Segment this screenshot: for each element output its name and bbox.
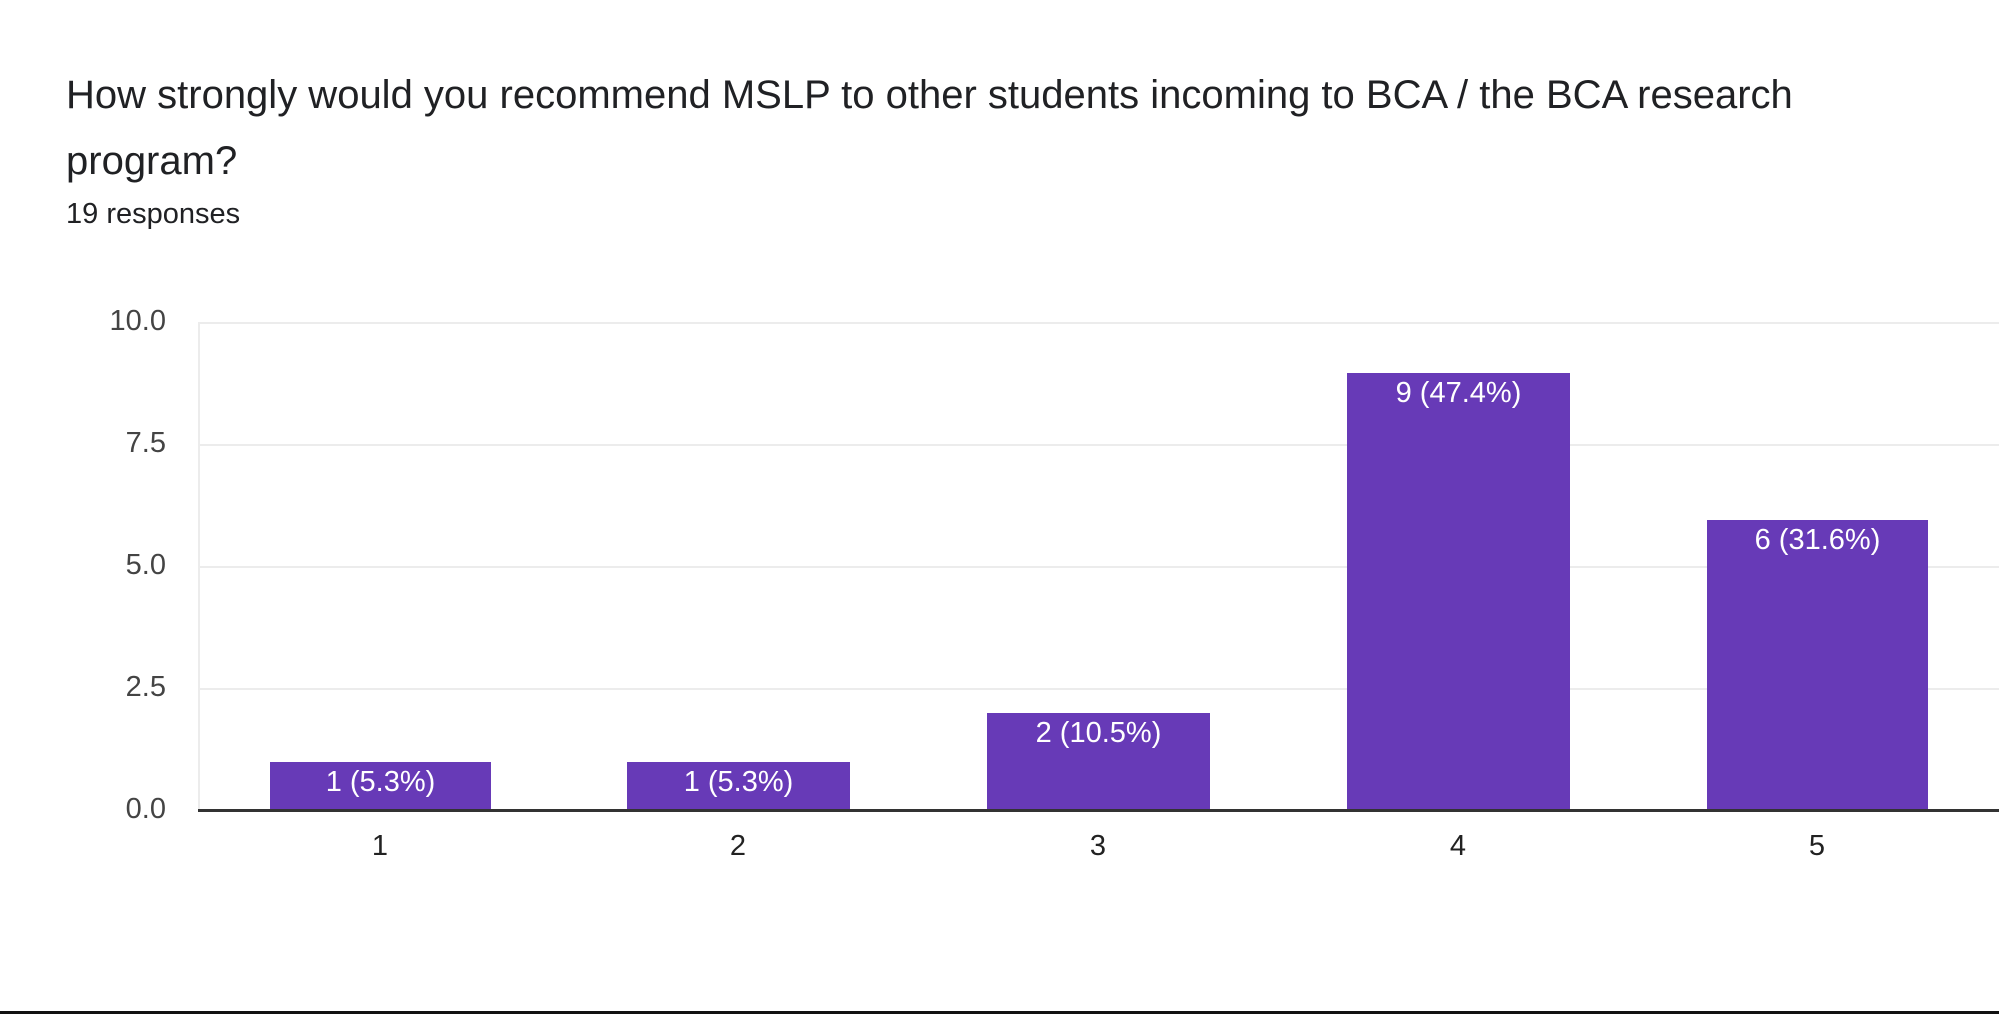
gridline-7-5: [198, 444, 1999, 446]
question-title: How strongly would you recommend MSLP to…: [66, 73, 1793, 183]
bar-3[interactable]: 2 (10.5%): [987, 713, 1210, 810]
bottom-divider: [0, 1011, 1999, 1014]
bar-5-label: 6 (31.6%): [1754, 524, 1881, 556]
x-tick-1: 1: [371, 830, 389, 862]
x-tick-5: 5: [1808, 830, 1826, 862]
bar-2[interactable]: 1 (5.3%): [627, 762, 850, 810]
bar-1[interactable]: 1 (5.3%): [270, 762, 491, 810]
bar-2-label: 1 (5.3%): [683, 766, 794, 798]
bar-3-label: 2 (10.5%): [1035, 717, 1162, 749]
y-tick-2-5: 2.5: [125, 671, 166, 703]
response-count: 19 responses: [66, 198, 241, 230]
gridline-5-0: [198, 566, 1999, 568]
y-tick-10: 10.0: [109, 305, 166, 337]
x-tick-4: 4: [1449, 830, 1467, 862]
bar-4-label: 9 (47.4%): [1395, 377, 1522, 409]
y-tick-7-5: 7.5: [125, 427, 166, 459]
gridline-2-5: [198, 688, 1999, 690]
bar-4[interactable]: 9 (47.4%): [1347, 373, 1570, 810]
x-tick-2: 2: [729, 830, 747, 862]
y-tick-5: 5.0: [125, 549, 166, 581]
bar-5[interactable]: 6 (31.6%): [1707, 520, 1928, 810]
bar-1-label: 1 (5.3%): [325, 766, 436, 798]
x-tick-3: 3: [1089, 830, 1107, 862]
y-tick-0: 0.0: [125, 793, 166, 825]
x-axis-line: [198, 809, 1999, 812]
